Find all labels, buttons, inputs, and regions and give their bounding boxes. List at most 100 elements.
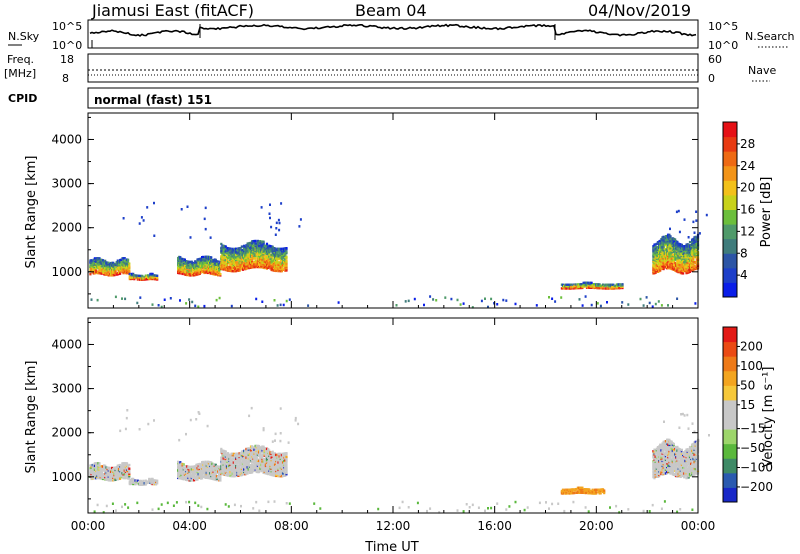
velocity-echo-cell — [247, 464, 250, 467]
velocity-echo-cell — [579, 489, 582, 492]
velocity-echo-cell — [596, 488, 599, 491]
velocity-echo-cell — [678, 470, 681, 473]
velocity-echo-cell — [186, 467, 189, 471]
velocity-echo-cell — [122, 469, 125, 472]
velocity-echo-cell — [656, 449, 659, 453]
velocity-echo-cell — [251, 461, 254, 464]
power-echo-cell — [269, 256, 272, 259]
power-echo-cell — [611, 286, 614, 289]
velocity-echo-cell — [220, 451, 223, 454]
power-echo-cell — [190, 273, 193, 276]
noise-traces — [89, 23, 697, 48]
power-echo-cell — [284, 267, 287, 270]
power-echo-cell — [224, 265, 227, 268]
velocity-echo-cell — [245, 456, 248, 459]
power-echo-cell — [589, 281, 592, 284]
velocity-echo-cell — [285, 465, 288, 468]
velocity-echo-cell — [228, 453, 231, 456]
velocity-echo-cell — [237, 464, 240, 468]
velocity-echo-cell — [257, 451, 261, 454]
station-title: Jiamusi East (fitACF) — [91, 1, 254, 20]
velocity-echo-cell — [263, 449, 266, 452]
power-echo-cell — [693, 260, 696, 264]
power-echo-cell — [280, 265, 283, 268]
power-echo-cell — [203, 217, 206, 221]
velocity-echo-cell — [670, 440, 673, 443]
velocity-echo-cell — [177, 471, 180, 475]
velocity-echo-cell — [678, 466, 681, 469]
power-echo-cell — [92, 258, 95, 261]
power-echo-cell — [691, 265, 694, 269]
velocity-echo-cell — [90, 469, 93, 472]
velocity-echo-cell — [96, 470, 99, 474]
velocity-echo-cell — [229, 455, 232, 458]
power-echo-cell — [221, 261, 224, 265]
power-echo-cell — [255, 253, 258, 256]
power-echo-cell — [197, 261, 200, 265]
power-echo-cell — [100, 270, 103, 273]
velocity-echo-cell — [100, 470, 103, 473]
power-echo-cell — [227, 269, 230, 272]
power-echo-cell — [670, 260, 673, 263]
velocity-echo-cell — [120, 468, 123, 471]
power-echo-cell — [565, 283, 568, 286]
velocity-echo-cell — [253, 462, 256, 465]
power-echo-cell — [90, 264, 93, 267]
velocity-echo-cell — [246, 472, 249, 475]
velocity-echo-cell — [207, 464, 210, 467]
velocity-echo-cell — [659, 443, 662, 446]
power-echo-cell — [236, 248, 239, 252]
power-echo-cell — [218, 296, 221, 300]
power-echo-cell — [229, 266, 232, 269]
power-echo-cell — [670, 245, 673, 248]
power-echo-cell — [98, 270, 101, 274]
power-echo-cell — [123, 257, 126, 260]
velocity-echo-cell — [662, 445, 665, 449]
power-echo-cell — [255, 246, 258, 249]
velocity-echo-cell — [667, 448, 670, 451]
velocity-echo-cell — [218, 477, 221, 481]
power-echo-cell — [145, 275, 148, 278]
power-echo-cell — [654, 264, 657, 267]
power-echo-cell — [240, 245, 243, 248]
velocity-echo-cell — [251, 445, 254, 448]
power-echo-cell — [120, 268, 123, 271]
power-echo-cell — [243, 262, 246, 265]
velocity-echo-cell — [179, 463, 182, 466]
velocity-echo-cell — [281, 455, 285, 458]
power-echo-cell — [581, 285, 584, 288]
velocity-echo-cell — [678, 464, 681, 467]
velocity-echo-cell — [189, 473, 192, 476]
power-echo-cell — [276, 267, 279, 270]
velocity-echo-cell — [194, 465, 197, 468]
power-echo-cell — [151, 303, 154, 306]
velocity-echo-cell — [215, 477, 218, 480]
power-echo-cell — [247, 266, 250, 270]
velocity-echo-cell — [220, 462, 223, 466]
power-echo-cell — [187, 271, 190, 274]
power-echo-cell — [186, 267, 189, 271]
power-echo-cell — [127, 268, 130, 271]
power-echo-cell — [210, 256, 213, 259]
power-echo-cell — [207, 258, 210, 261]
power-echo-cell — [621, 285, 624, 288]
power-echo-cell — [239, 255, 242, 258]
power-echo-cell — [243, 255, 246, 259]
velocity-echo-cell — [279, 454, 282, 457]
velocity-echo-cell — [93, 464, 96, 468]
power-echo-cell — [669, 262, 672, 265]
velocity-echo-cell — [677, 471, 680, 474]
velocity-echo-cell — [664, 445, 667, 448]
velocity-echo-cell — [202, 460, 205, 464]
power-echo-cell — [683, 252, 686, 255]
power-echo-cell — [685, 270, 688, 274]
velocity-echo-cell — [677, 454, 680, 458]
power-echo-cell — [664, 240, 667, 243]
power-echo-cell — [207, 270, 210, 273]
velocity-echo-cell — [261, 460, 264, 463]
power-echo-cell — [144, 278, 147, 281]
power-echo-cell — [664, 257, 667, 260]
power-echo-cell — [145, 278, 148, 281]
power-echo-cell — [237, 247, 240, 250]
power-echo-cell — [585, 281, 589, 284]
